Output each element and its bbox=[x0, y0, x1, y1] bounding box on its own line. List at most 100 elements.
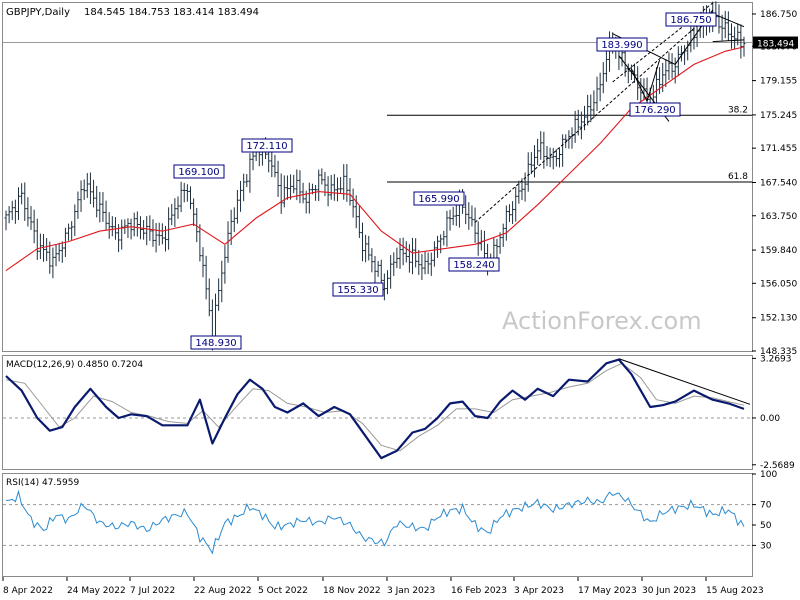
ohlc-bar bbox=[442, 230, 446, 246]
annotation-box bbox=[332, 282, 384, 297]
ohlc-bar bbox=[142, 220, 146, 240]
ohlc-bar bbox=[364, 234, 368, 263]
ohlc-bar bbox=[420, 253, 424, 281]
ohlc-bar bbox=[407, 244, 411, 273]
ohlc-bar bbox=[307, 182, 311, 214]
ohlc-bar bbox=[332, 174, 336, 201]
annotation-label: 169.100 bbox=[178, 167, 219, 178]
ohlc-bar bbox=[604, 48, 608, 82]
price-y-tick-label: 163.750 bbox=[760, 212, 797, 222]
ohlc-bar bbox=[242, 173, 246, 202]
ohlc-bar bbox=[345, 164, 349, 202]
ohlc-bar bbox=[689, 25, 693, 53]
ohlc-bar bbox=[85, 173, 89, 198]
ohlc-bar bbox=[13, 199, 17, 224]
last-price-box bbox=[753, 36, 798, 49]
ohlc-bar bbox=[223, 245, 227, 284]
ohlc-bar bbox=[686, 40, 690, 61]
x-tick-label: 5 Oct 2022 bbox=[258, 586, 308, 596]
fib-label: 61.8 bbox=[728, 172, 748, 182]
ohlc-bar bbox=[182, 182, 186, 203]
annotation-label: 183.990 bbox=[601, 40, 642, 51]
ohlc-bar bbox=[160, 223, 164, 245]
rsi-line bbox=[5, 489, 745, 555]
ohlc-bar bbox=[551, 148, 555, 170]
macd-y-tick-label: -2.5689 bbox=[760, 461, 795, 471]
ohlc-bar bbox=[526, 152, 530, 192]
ohlc-bar bbox=[583, 105, 587, 131]
ohlc-bar bbox=[104, 200, 108, 231]
annotation-box bbox=[241, 138, 293, 153]
ohlc-bar bbox=[382, 273, 386, 301]
ohlc-bar bbox=[95, 185, 99, 218]
price-annotation: 186.750 bbox=[665, 12, 717, 27]
ohlc-bar bbox=[517, 180, 521, 204]
ohlc-bar bbox=[429, 252, 433, 276]
ohlc-bar bbox=[523, 172, 527, 202]
ohlc-bar bbox=[389, 255, 393, 289]
ohlc-bar bbox=[198, 224, 202, 262]
annotation-box bbox=[190, 335, 242, 350]
ohlc-bar bbox=[185, 184, 189, 202]
ohlc-bar bbox=[601, 61, 605, 94]
ohlc-bar bbox=[79, 180, 83, 212]
fib-label: 38.2 bbox=[728, 105, 748, 115]
ohlc-bar bbox=[717, 4, 721, 34]
annotation-label: 186.750 bbox=[670, 15, 711, 26]
price-annotation: 169.100 bbox=[173, 164, 225, 179]
ohlc-bar bbox=[176, 196, 180, 219]
ohlc-bar bbox=[608, 31, 612, 72]
ohlc-bar bbox=[529, 152, 533, 175]
ohlc-bar bbox=[720, 14, 724, 41]
ohlc-bar bbox=[123, 219, 127, 234]
ohlc-bar bbox=[57, 242, 61, 262]
ohlc-bar bbox=[339, 176, 343, 194]
annotation-label: 148.930 bbox=[195, 338, 236, 349]
annotation-label: 165.990 bbox=[418, 194, 459, 205]
price-y-tick-label: 156.050 bbox=[760, 279, 797, 289]
annotation-label: 176.290 bbox=[634, 105, 675, 116]
ohlc-bar bbox=[454, 205, 458, 226]
ohlc-bar bbox=[586, 94, 590, 126]
ohlc-bar bbox=[507, 204, 511, 223]
ohlc-bar bbox=[129, 218, 133, 240]
trendline bbox=[712, 13, 745, 28]
ohlc-bar bbox=[189, 186, 192, 210]
ohlc-bar bbox=[376, 260, 380, 277]
moving-average-line bbox=[5, 46, 745, 272]
ohlc-bar bbox=[411, 237, 415, 275]
ohlc-bar bbox=[276, 160, 280, 197]
rsi-y-tick-label: 100 bbox=[760, 470, 777, 480]
ohlc-bar bbox=[661, 62, 665, 93]
ohlc-bar bbox=[398, 238, 402, 269]
ohlc-bar bbox=[17, 187, 21, 221]
ohlc-bar bbox=[151, 219, 155, 247]
ohlc-bar bbox=[70, 221, 74, 241]
ohlc-bar bbox=[498, 232, 502, 254]
ohlc-bar bbox=[448, 209, 452, 231]
ohlc-bar bbox=[170, 203, 174, 226]
ohlc-bar bbox=[192, 198, 196, 227]
ohlc-bar bbox=[76, 191, 80, 219]
ohlc-bar bbox=[101, 192, 105, 222]
ohlc-bar bbox=[595, 76, 599, 111]
ohlc-bar bbox=[504, 205, 508, 241]
rsi-header: RSI(14) 47.5959 bbox=[6, 478, 79, 488]
ohlc-bar bbox=[373, 256, 377, 284]
ohlc-bar bbox=[495, 238, 499, 259]
ohlc-bar bbox=[476, 221, 480, 256]
ohlc-bar bbox=[636, 66, 640, 101]
ohlc-bar bbox=[357, 205, 361, 238]
ohlc-bar bbox=[195, 207, 199, 243]
trendline bbox=[474, 11, 714, 223]
ohlc-bar bbox=[673, 57, 677, 84]
ohlc-bar bbox=[173, 198, 177, 228]
ohlc-bar bbox=[120, 219, 124, 250]
ohlc-bar bbox=[464, 195, 468, 225]
ohlc-bar bbox=[670, 53, 674, 79]
ohlc-bar bbox=[98, 191, 102, 223]
ohlc-bar bbox=[132, 212, 136, 237]
x-tick-label: 8 Apr 2022 bbox=[3, 586, 53, 596]
ohlc-bar bbox=[539, 131, 543, 160]
ohlc-bar bbox=[270, 150, 274, 178]
